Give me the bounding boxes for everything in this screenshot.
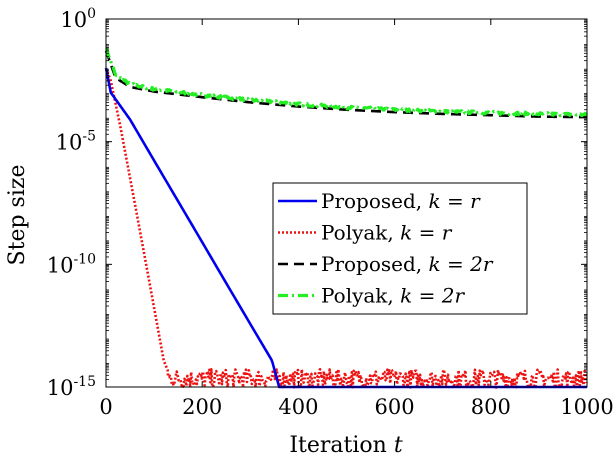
series-line-2 [104,50,588,119]
x-axis-label-variable: t [394,433,403,458]
x-tick-label: 400 [278,395,318,419]
legend: Proposed, k = r Polyak, k = r Proposed, k … [272,182,528,315]
y-axis-label: Step size [5,165,30,266]
x-tick-label: 1000 [560,395,613,419]
legend-entry-2: Proposed, k = 2r [321,252,494,276]
legend-box [272,182,528,315]
legend-entry-3: Polyak, k = 2r [321,284,465,308]
series-line-1 [104,67,588,389]
x-axis-label: Iteration t [289,433,402,458]
y-tick-label: 10-5 [56,129,96,155]
y-tick-label: 100 [60,6,96,32]
x-tick-label: 600 [375,395,415,419]
y-tick-label: 10-10 [47,251,96,277]
x-axis-label-text: Iteration [289,433,386,458]
x-tick-label: 200 [182,395,222,419]
plot-frame [105,18,588,388]
series-line-3 [105,47,588,118]
y-tick-label: 10-15 [47,374,96,400]
x-tick-label: 0 [99,395,112,419]
legend-entry-1: Polyak, k = r [321,221,453,245]
axes: 0 200 400 600 800 1000 10-15 10-10 10-5 100 [47,6,614,419]
legend-entry-0: Proposed, k = r [321,189,481,213]
x-tick-label: 800 [471,395,511,419]
